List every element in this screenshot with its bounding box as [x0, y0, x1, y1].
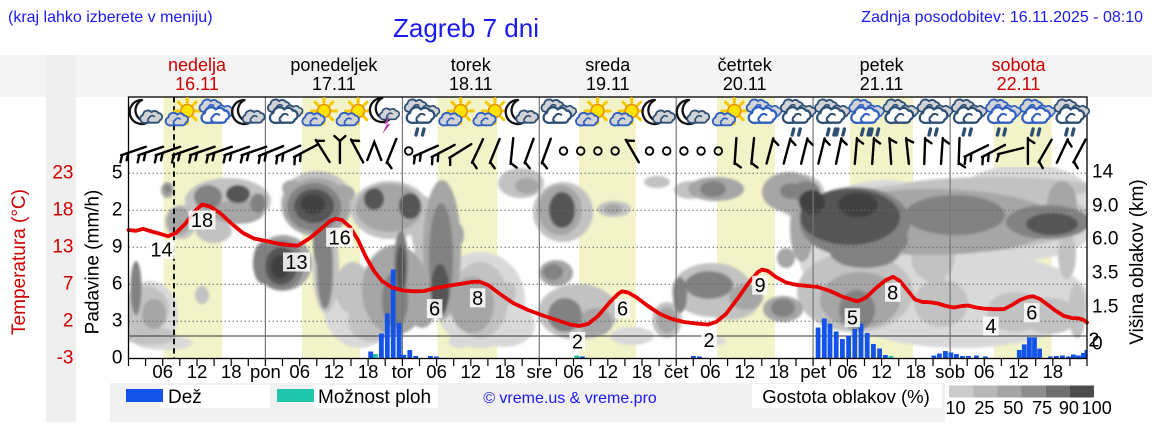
- svg-text:Gostota oblakov (%): Gostota oblakov (%): [762, 386, 930, 407]
- svg-text:75: 75: [1032, 398, 1052, 418]
- svg-text:Padavine (mm/h): Padavine (mm/h): [83, 190, 104, 335]
- svg-text:4: 4: [985, 316, 996, 338]
- svg-text:12: 12: [734, 361, 755, 382]
- svg-text:5: 5: [847, 308, 858, 330]
- svg-text:12: 12: [187, 361, 208, 382]
- svg-text:18: 18: [906, 361, 927, 382]
- svg-text:Dež: Dež: [168, 387, 202, 408]
- svg-text:2: 2: [112, 200, 123, 221]
- svg-text:9: 9: [112, 237, 123, 258]
- svg-text:2: 2: [63, 311, 74, 332]
- svg-text:pon: pon: [250, 361, 281, 382]
- svg-text:12: 12: [1008, 361, 1029, 382]
- svg-text:2: 2: [1088, 330, 1099, 352]
- svg-text:90: 90: [1059, 398, 1079, 418]
- svg-text:-3: -3: [57, 348, 74, 369]
- svg-text:06: 06: [289, 361, 310, 382]
- svg-text:18: 18: [358, 361, 379, 382]
- svg-text:sreda: sreda: [585, 55, 631, 75]
- svg-text:20.11: 20.11: [723, 74, 767, 94]
- svg-text:06: 06: [700, 361, 721, 382]
- svg-text:9.0: 9.0: [1092, 196, 1118, 217]
- svg-text:06: 06: [974, 361, 995, 382]
- svg-text:9: 9: [754, 275, 765, 297]
- svg-text:Zagreb 7 dni: Zagreb 7 dni: [393, 13, 539, 43]
- svg-text:0: 0: [1092, 334, 1103, 355]
- svg-text:06: 06: [152, 361, 173, 382]
- svg-text:18: 18: [769, 361, 790, 382]
- svg-text:torek: torek: [451, 55, 492, 75]
- svg-text:23: 23: [52, 163, 73, 184]
- svg-text:sob: sob: [935, 361, 965, 382]
- svg-text:2: 2: [572, 332, 583, 354]
- svg-text:10: 10: [945, 398, 965, 418]
- svg-text:6: 6: [617, 299, 628, 321]
- svg-text:18: 18: [221, 361, 242, 382]
- svg-text:5: 5: [112, 163, 123, 184]
- svg-text:© vreme.us & vreme.pro: © vreme.us & vreme.pro: [483, 390, 657, 407]
- svg-text:50: 50: [1003, 398, 1023, 418]
- svg-text:14: 14: [1092, 162, 1114, 183]
- svg-text:25: 25: [974, 398, 994, 418]
- svg-text:12: 12: [461, 361, 482, 382]
- svg-text:0: 0: [112, 348, 123, 369]
- svg-text:sobota: sobota: [991, 55, 1046, 75]
- svg-text:3.5: 3.5: [1092, 263, 1118, 284]
- svg-text:13: 13: [285, 252, 307, 274]
- svg-text:21.11: 21.11: [860, 74, 904, 94]
- svg-text:18: 18: [52, 200, 73, 221]
- svg-text:6: 6: [1026, 303, 1037, 325]
- svg-text:nedelja: nedelja: [168, 55, 227, 75]
- svg-text:18: 18: [632, 361, 653, 382]
- svg-text:17.11: 17.11: [312, 74, 356, 94]
- svg-text:19.11: 19.11: [586, 74, 630, 94]
- svg-text:ponedeljek: ponedeljek: [290, 55, 378, 75]
- svg-text:pet: pet: [800, 361, 826, 382]
- svg-text:18.11: 18.11: [449, 74, 493, 94]
- svg-text:čet: čet: [664, 361, 689, 382]
- svg-text:16: 16: [328, 227, 350, 249]
- svg-text:06: 06: [426, 361, 447, 382]
- svg-text:100: 100: [1082, 398, 1112, 418]
- svg-text:(kraj lahko izberete v meniju): (kraj lahko izberete v meniju): [8, 9, 213, 26]
- svg-text:18: 18: [191, 210, 213, 232]
- svg-text:Temperatura (°C): Temperatura (°C): [9, 189, 30, 335]
- svg-text:petek: petek: [860, 55, 905, 75]
- svg-text:18: 18: [495, 361, 516, 382]
- svg-text:6.0: 6.0: [1092, 229, 1118, 250]
- svg-text:1.5: 1.5: [1092, 297, 1118, 318]
- svg-text:četrtek: četrtek: [718, 55, 773, 75]
- svg-text:18: 18: [1043, 361, 1064, 382]
- svg-text:3: 3: [112, 311, 123, 332]
- svg-text:12: 12: [324, 361, 345, 382]
- svg-text:8: 8: [472, 288, 483, 310]
- svg-text:8: 8: [887, 282, 898, 304]
- svg-text:2: 2: [703, 330, 714, 352]
- svg-text:Višina oblakov (km): Višina oblakov (km): [1127, 179, 1148, 344]
- svg-text:14: 14: [150, 240, 172, 262]
- svg-text:tor: tor: [392, 361, 414, 382]
- svg-text:6: 6: [112, 274, 123, 295]
- svg-text:Možnost ploh: Možnost ploh: [318, 387, 431, 408]
- svg-text:12: 12: [871, 361, 892, 382]
- svg-text:06: 06: [837, 361, 858, 382]
- svg-text:12: 12: [597, 361, 618, 382]
- svg-text:6: 6: [429, 299, 440, 321]
- svg-text:13: 13: [52, 237, 73, 258]
- svg-text:22.11: 22.11: [997, 74, 1041, 94]
- svg-text:16.11: 16.11: [175, 74, 219, 94]
- svg-text:06: 06: [563, 361, 584, 382]
- svg-text:sre: sre: [526, 361, 552, 382]
- svg-text:Zadnja posodobitev: 16.11.2025: Zadnja posodobitev: 16.11.2025 - 08:10: [861, 9, 1143, 26]
- svg-text:7: 7: [63, 274, 74, 295]
